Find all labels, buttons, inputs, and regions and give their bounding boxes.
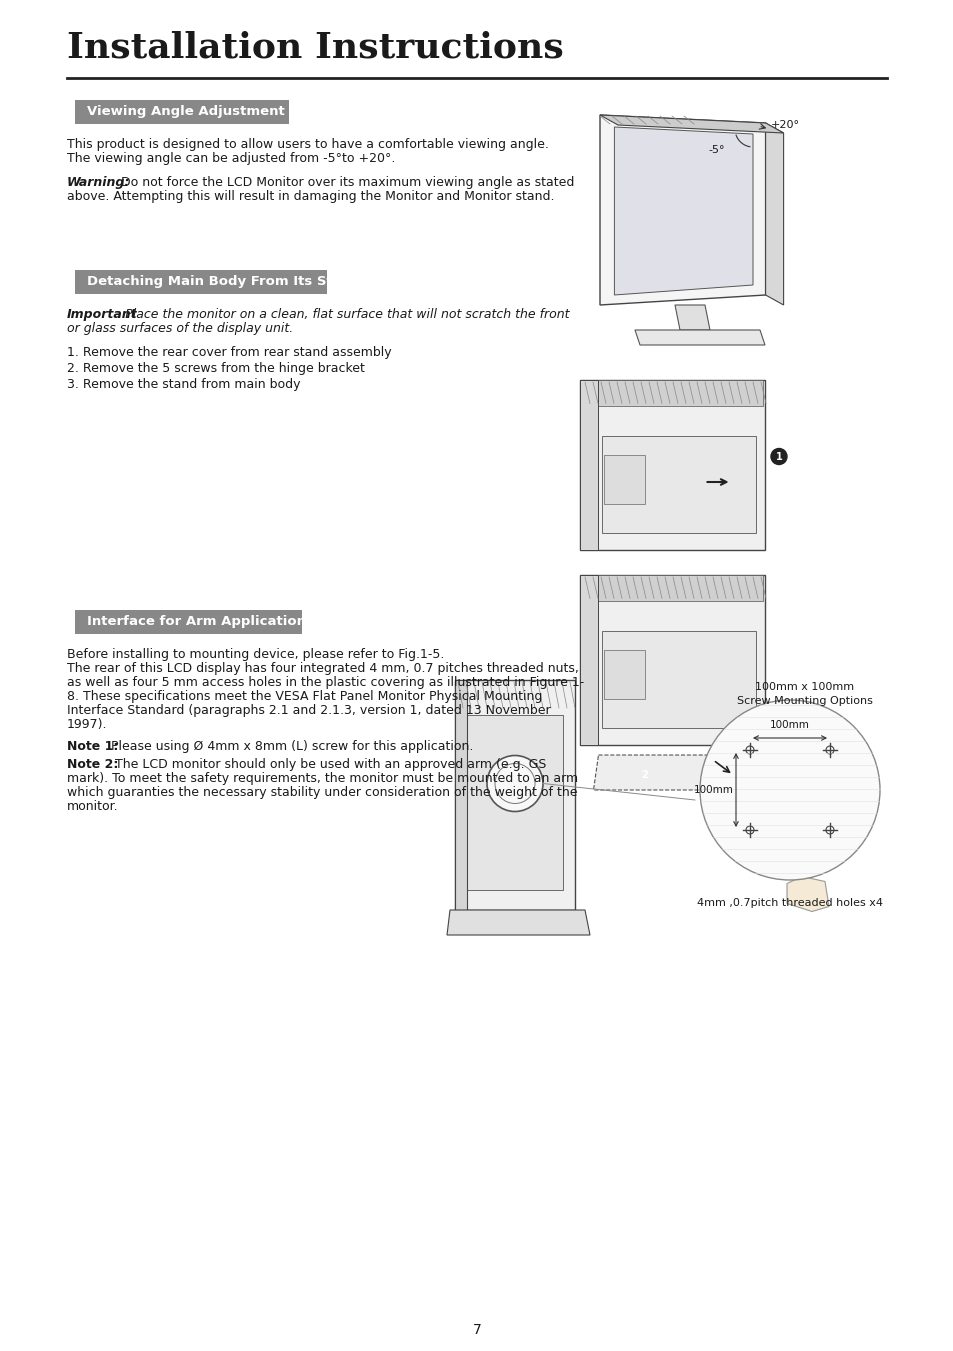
Text: 8. These specifications meet the VESA Flat Panel Monitor Physical Mounting: 8. These specifications meet the VESA Fl… xyxy=(67,690,542,703)
Text: Do not force the LCD Monitor over its maximum viewing angle as stated: Do not force the LCD Monitor over its ma… xyxy=(117,176,574,189)
Text: Viewing Angle Adjustment: Viewing Angle Adjustment xyxy=(87,105,284,119)
Text: Please using Ø 4mm x 8mm (L) screw for this application.: Please using Ø 4mm x 8mm (L) screw for t… xyxy=(107,740,473,753)
Text: as well as four 5 mm access holes in the plastic covering as illustrated in Figu: as well as four 5 mm access holes in the… xyxy=(67,676,583,689)
Text: 2: 2 xyxy=(640,770,647,780)
Text: Note 1:: Note 1: xyxy=(67,740,118,753)
FancyBboxPatch shape xyxy=(581,380,762,405)
Text: 3. Remove the stand from main body: 3. Remove the stand from main body xyxy=(67,378,300,390)
Polygon shape xyxy=(579,380,598,550)
Text: which guaranties the necessary stability under consideration of the weight of th: which guaranties the necessary stability… xyxy=(67,786,577,798)
FancyBboxPatch shape xyxy=(603,455,644,504)
Polygon shape xyxy=(599,115,765,305)
Polygon shape xyxy=(675,305,709,330)
Text: above. Attempting this will result in damaging the Monitor and Monitor stand.: above. Attempting this will result in da… xyxy=(67,190,554,203)
Circle shape xyxy=(770,449,786,465)
FancyBboxPatch shape xyxy=(603,650,644,698)
Circle shape xyxy=(486,755,542,812)
Text: 2. Remove the 5 screws from the hinge bracket: 2. Remove the 5 screws from the hinge br… xyxy=(67,362,364,376)
FancyBboxPatch shape xyxy=(601,631,755,728)
Text: Interface Standard (paragraphs 2.1 and 2.1.3, version 1, dated 13 November: Interface Standard (paragraphs 2.1 and 2… xyxy=(67,704,550,717)
Text: or glass surfaces of the display unit.: or glass surfaces of the display unit. xyxy=(67,322,293,335)
Text: 7: 7 xyxy=(472,1323,481,1337)
Text: 1997).: 1997). xyxy=(67,717,108,731)
FancyBboxPatch shape xyxy=(467,715,562,890)
Text: The viewing angle can be adjusted from -5°to +20°.: The viewing angle can be adjusted from -… xyxy=(67,153,395,165)
Text: Important: Important xyxy=(67,308,137,322)
Text: -5°: -5° xyxy=(707,145,723,155)
Polygon shape xyxy=(455,680,467,911)
Text: mark). To meet the safety requirements, the monitor must be mounted to an arm: mark). To meet the safety requirements, … xyxy=(67,771,578,785)
Text: 100mm: 100mm xyxy=(769,720,809,730)
Polygon shape xyxy=(599,115,782,132)
Polygon shape xyxy=(786,877,828,912)
Text: Installation Instructions: Installation Instructions xyxy=(67,30,563,63)
Text: The rear of this LCD display has four integrated 4 mm, 0.7 pitches threaded nuts: The rear of this LCD display has four in… xyxy=(67,662,578,676)
Polygon shape xyxy=(455,680,575,911)
Text: 100mm: 100mm xyxy=(694,785,733,794)
Polygon shape xyxy=(635,330,764,345)
Text: +20°: +20° xyxy=(770,120,800,130)
FancyBboxPatch shape xyxy=(75,270,327,295)
Text: Note 2:: Note 2: xyxy=(67,758,118,771)
Polygon shape xyxy=(593,755,746,790)
FancyBboxPatch shape xyxy=(75,611,302,634)
Text: Interface for Arm Applications: Interface for Arm Applications xyxy=(87,616,314,628)
Text: Detaching Main Body From Its Stand: Detaching Main Body From Its Stand xyxy=(87,276,360,289)
Polygon shape xyxy=(765,123,782,305)
Text: 100mm x 100mm: 100mm x 100mm xyxy=(755,682,854,692)
Polygon shape xyxy=(579,576,598,744)
Polygon shape xyxy=(614,127,752,295)
Text: 4mm ,0.7pitch threaded holes x4: 4mm ,0.7pitch threaded holes x4 xyxy=(697,898,882,908)
Text: 1: 1 xyxy=(775,451,781,462)
Text: Screw Mounting Options: Screw Mounting Options xyxy=(737,696,872,707)
Circle shape xyxy=(700,700,879,880)
FancyBboxPatch shape xyxy=(581,576,762,600)
Text: Warning:: Warning: xyxy=(67,176,131,189)
Text: 1. Remove the rear cover from rear stand assembly: 1. Remove the rear cover from rear stand… xyxy=(67,346,392,359)
Circle shape xyxy=(636,767,652,784)
FancyBboxPatch shape xyxy=(75,100,289,124)
Text: monitor.: monitor. xyxy=(67,800,118,813)
Text: Before installing to mounting device, please refer to Fig.1-5.: Before installing to mounting device, pl… xyxy=(67,648,444,661)
Polygon shape xyxy=(447,911,589,935)
Text: This product is designed to allow users to have a comfortable viewing angle.: This product is designed to allow users … xyxy=(67,138,548,151)
Text: The LCD monitor should only be used with an approved arm (e.g. GS: The LCD monitor should only be used with… xyxy=(107,758,546,771)
FancyBboxPatch shape xyxy=(601,436,755,534)
Text: : Place the monitor on a clean, flat surface that will not scratch the front: : Place the monitor on a clean, flat sur… xyxy=(117,308,569,322)
Polygon shape xyxy=(579,380,764,550)
Polygon shape xyxy=(579,576,764,744)
